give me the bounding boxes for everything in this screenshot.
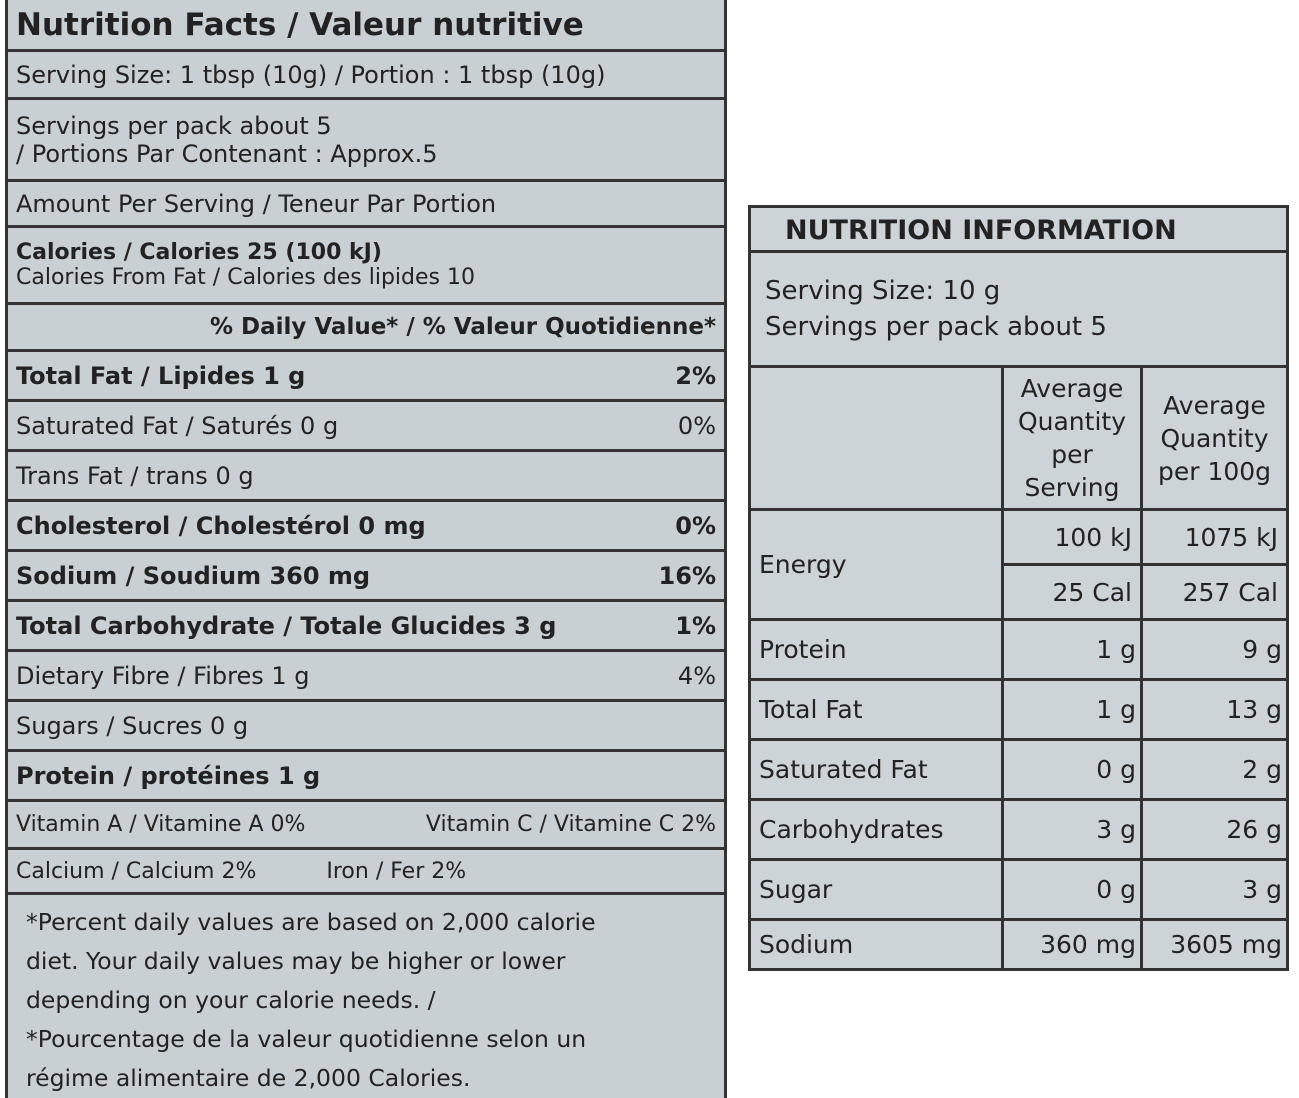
footnote-line: diet. Your daily values may be higher or… bbox=[26, 947, 566, 975]
serving-info: Serving Size: 10 g Servings per pack abo… bbox=[751, 253, 1286, 368]
value: 100 kJ bbox=[1004, 511, 1143, 566]
value: 257 Cal bbox=[1143, 566, 1286, 621]
nutrient-name: Dietary Fibre / Fibres 1 g bbox=[16, 661, 310, 690]
value: 2 g bbox=[1143, 741, 1286, 801]
footnote: *Percent daily values are based on 2,000… bbox=[8, 895, 724, 1098]
nutrient-name: Protein / protéines 1 g bbox=[16, 761, 321, 790]
mineral: Iron / Fer 2% bbox=[326, 858, 467, 884]
nutrition-information: NUTRITION INFORMATION Serving Size: 10 g… bbox=[748, 205, 1289, 971]
servings: Servings per pack about 5 / Portions Par… bbox=[8, 100, 724, 182]
row-label: Sodium bbox=[751, 921, 1004, 968]
daily-value-header: % Daily Value* / % Valeur Quotidienne* bbox=[8, 305, 724, 352]
value: 9 g bbox=[1143, 621, 1286, 681]
nutrient-row: Dietary Fibre / Fibres 1 g 4% bbox=[8, 652, 724, 702]
minerals: Calcium / Calcium 2% Iron / Fer 2% bbox=[8, 850, 724, 895]
calories: Calories / Calories 25 (100 kJ) bbox=[16, 240, 382, 265]
daily-value: 16% bbox=[658, 561, 716, 590]
servings-line: / Portions Par Contenant : Approx.5 bbox=[16, 139, 438, 168]
footnote-line: depending on your calorie needs. / bbox=[26, 986, 436, 1014]
amount-per-serving: Amount Per Serving / Teneur Par Portion bbox=[8, 182, 724, 228]
daily-value: 2% bbox=[675, 361, 716, 390]
calories-from-fat: Calories From Fat / Calories des lipides… bbox=[16, 265, 475, 290]
value: 1075 kJ bbox=[1143, 511, 1286, 566]
nutrient-row: Saturated Fat / Saturés 0 g 0% bbox=[8, 402, 724, 452]
nutrition-facts: Nutrition Facts / Valeur nutritive Servi… bbox=[5, 0, 727, 1098]
value: 1 g bbox=[1004, 621, 1143, 681]
vitamins: Vitamin A / Vitamine A 0% Vitamin C / Vi… bbox=[8, 802, 724, 850]
nutrient-row: Total Fat / Lipides 1 g 2% bbox=[8, 352, 724, 402]
row-label: Saturated Fat bbox=[751, 741, 1004, 801]
nutrient-name: Sugars / Sucres 0 g bbox=[16, 711, 249, 740]
daily-value: 1% bbox=[675, 611, 716, 640]
row-label: Carbohydrates bbox=[751, 801, 1004, 861]
value: 25 Cal bbox=[1004, 566, 1143, 621]
vitamin: Vitamin A / Vitamine A 0% bbox=[16, 812, 306, 837]
daily-value: 0% bbox=[677, 411, 716, 440]
value: 360 mg bbox=[1004, 921, 1143, 968]
value: 13 g bbox=[1143, 681, 1286, 741]
nutrient-name: Cholesterol / Cholestérol 0 mg bbox=[16, 511, 426, 540]
value: 0 g bbox=[1004, 861, 1143, 921]
servings: Servings per pack about 5 bbox=[765, 312, 1107, 342]
row-label: Protein bbox=[751, 621, 1004, 681]
nutrient-name: Trans Fat / trans 0 g bbox=[16, 461, 254, 490]
title: Nutrition Facts / Valeur nutritive bbox=[8, 0, 724, 52]
nutrients: Total Fat / Lipides 1 g 2% Saturated Fat /… bbox=[8, 352, 724, 802]
nutrient-row: Sugars / Sucres 0 g bbox=[8, 702, 724, 752]
mineral: Calcium / Calcium 2% bbox=[16, 858, 257, 884]
serving-size: Serving Size: 1 tbsp (10g) / Portion : 1… bbox=[8, 52, 724, 100]
nutrient-row: Protein / protéines 1 g bbox=[8, 752, 724, 802]
nutrient-row: Total Carbohydrate / Totale Glucides 3 g… bbox=[8, 602, 724, 652]
footnote-line: régime alimentaire de 2,000 Calories. bbox=[26, 1064, 471, 1092]
value: 0 g bbox=[1004, 741, 1143, 801]
calories-block: Calories / Calories 25 (100 kJ) Calories… bbox=[8, 228, 724, 305]
row-label: Sugar bbox=[751, 861, 1004, 921]
value: 3 g bbox=[1004, 801, 1143, 861]
column-header: Average Quantity per Serving bbox=[1004, 368, 1143, 511]
row-label: Energy bbox=[751, 511, 1004, 621]
servings-line: Servings per pack about 5 bbox=[16, 111, 332, 140]
nutrient-row: Trans Fat / trans 0 g bbox=[8, 452, 724, 502]
nutrient-name: Total Carbohydrate / Totale Glucides 3 g bbox=[16, 611, 557, 640]
daily-value: 0% bbox=[675, 511, 716, 540]
header-blank bbox=[751, 368, 1004, 511]
value: 3605 mg bbox=[1143, 921, 1286, 968]
nutrient-name: Saturated Fat / Saturés 0 g bbox=[16, 411, 339, 440]
value: 26 g bbox=[1143, 801, 1286, 861]
nutrient-row: Cholesterol / Cholestérol 0 mg 0% bbox=[8, 502, 724, 552]
title: NUTRITION INFORMATION bbox=[751, 208, 1286, 253]
nutrient-row: Sodium / Soudium 360 mg 16% bbox=[8, 552, 724, 602]
daily-value: 4% bbox=[677, 661, 716, 690]
nutrient-name: Sodium / Soudium 360 mg bbox=[16, 561, 371, 590]
row-label: Total Fat bbox=[751, 681, 1004, 741]
value: 3 g bbox=[1143, 861, 1286, 921]
column-header: Average Quantity per 100g bbox=[1143, 368, 1286, 511]
value: 1 g bbox=[1004, 681, 1143, 741]
footnote-line: *Percent daily values are based on 2,000… bbox=[26, 908, 596, 936]
serving-size: Serving Size: 10 g bbox=[765, 276, 1001, 306]
footnote-line: *Pourcentage de la valeur quotidienne se… bbox=[26, 1025, 587, 1053]
nutrient-name: Total Fat / Lipides 1 g bbox=[16, 361, 306, 390]
vitamin: Vitamin C / Vitamine C 2% bbox=[425, 812, 716, 837]
